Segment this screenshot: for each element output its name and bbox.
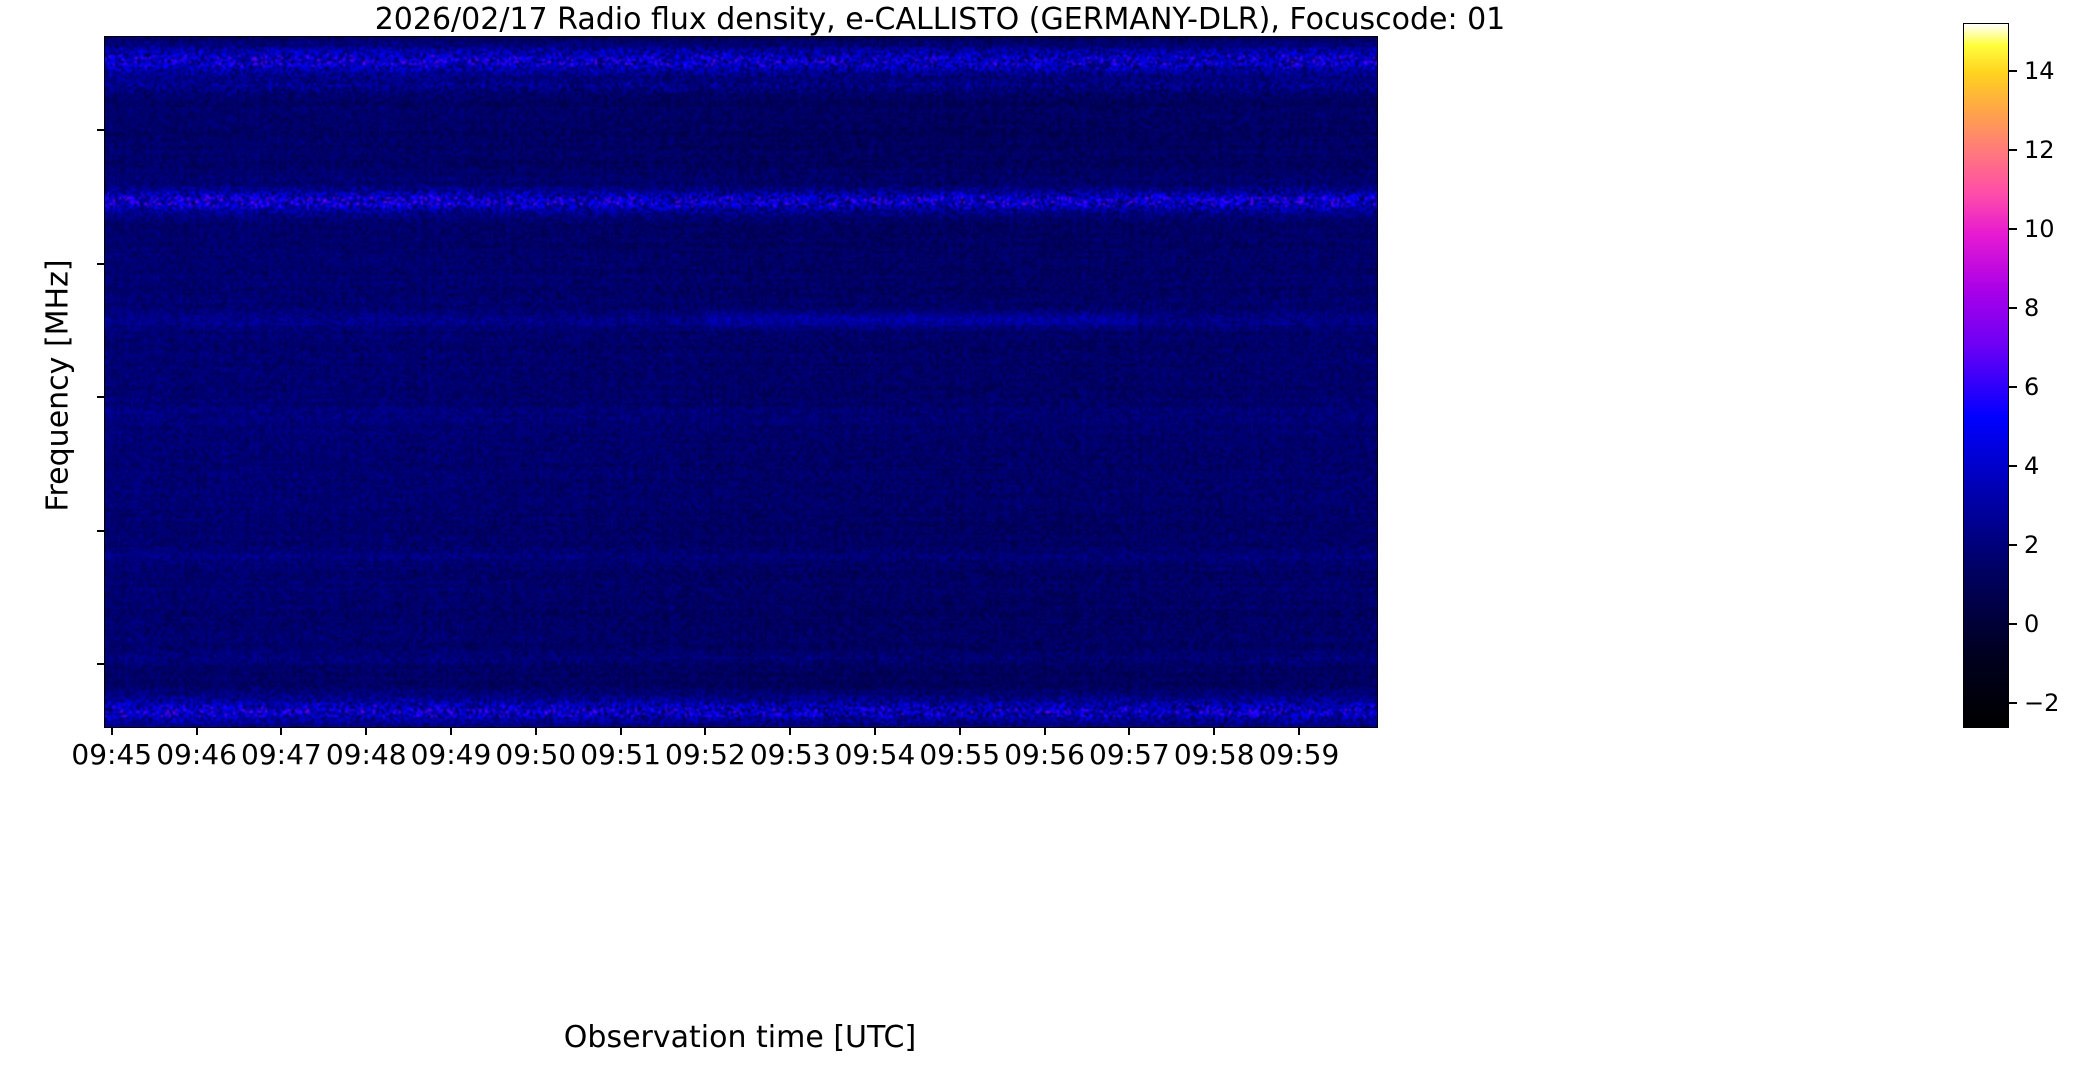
colorbar-tick-mark [2008, 386, 2017, 389]
x-tick-mark [1128, 727, 1131, 735]
colorbar-tick-mark [2008, 623, 2017, 626]
colorbar-tick-mark [2008, 702, 2017, 705]
x-tick-mark [873, 727, 876, 735]
colorbar-tick-label: 0 [2024, 610, 2040, 639]
x-tick-mark [789, 727, 792, 735]
x-tick-label: 09:45 [71, 738, 153, 771]
colorbar-tick-mark [2008, 70, 2017, 73]
y-tick-mark [97, 663, 105, 666]
x-tick-label: 09:55 [919, 738, 1001, 771]
x-tick-label: 09:51 [580, 738, 661, 771]
spectrogram-axes [104, 36, 1378, 728]
page-title: 2026/02/17 Radio flux density, e-CALLIST… [374, 2, 1506, 37]
x-tick-mark [110, 727, 113, 735]
x-tick-label: 09:52 [665, 738, 746, 771]
x-tick-mark [958, 727, 961, 735]
x-tick-mark [704, 727, 707, 735]
colorbar-tick-label: 8 [2024, 294, 2040, 323]
x-tick-label: 09:57 [1089, 738, 1170, 771]
colorbar-tick-label: 4 [2024, 452, 2040, 481]
y-tick-mark [97, 262, 105, 265]
colorbar-tick-mark [2008, 465, 2017, 468]
x-tick-mark [1297, 727, 1300, 735]
x-tick-mark [619, 727, 622, 735]
y-tick-mark [97, 129, 105, 132]
x-tick-mark [365, 727, 368, 735]
x-tick-label: 09:59 [1258, 738, 1340, 771]
colorbar-tick-label: 2 [2024, 531, 2040, 560]
colorbar-tick-label: 6 [2024, 373, 2040, 402]
colorbar-tick-mark [2008, 307, 2017, 310]
x-tick-mark [280, 727, 283, 735]
y-axis-label: Frequency [MHz] [40, 259, 76, 512]
colorbar-tick-mark [2008, 544, 2017, 547]
colorbar-tick-label: 14 [2024, 57, 2055, 86]
x-tick-mark [195, 727, 198, 735]
x-tick-mark [1213, 727, 1216, 735]
x-tick-label: 09:56 [1004, 738, 1085, 771]
colorbar-tick-label: 10 [2024, 215, 2055, 244]
colorbar-gradient [1964, 24, 2008, 727]
y-tick-mark [97, 396, 105, 399]
colorbar-tick-label: −2 [2024, 689, 2060, 718]
x-tick-label: 09:48 [325, 738, 407, 771]
x-tick-mark [449, 727, 452, 735]
colorbar-tick-mark [2008, 228, 2017, 231]
x-tick-mark [534, 727, 537, 735]
colorbar-tick-mark [2008, 149, 2017, 152]
x-tick-label: 09:47 [241, 738, 322, 771]
x-tick-label: 09:46 [156, 738, 237, 771]
colorbar-tick-label: 12 [2024, 136, 2055, 165]
y-tick-mark [97, 529, 105, 532]
x-tick-label: 09:53 [749, 738, 831, 771]
x-tick-label: 09:58 [1173, 738, 1255, 771]
colorbar [1963, 23, 2009, 728]
x-tick-label: 09:54 [834, 738, 916, 771]
x-axis-label: Observation time [UTC] [563, 1020, 917, 1055]
x-tick-label: 09:49 [410, 738, 492, 771]
x-tick-label: 09:50 [495, 738, 577, 771]
x-tick-mark [1043, 727, 1046, 735]
spectrogram-image [105, 37, 1377, 727]
